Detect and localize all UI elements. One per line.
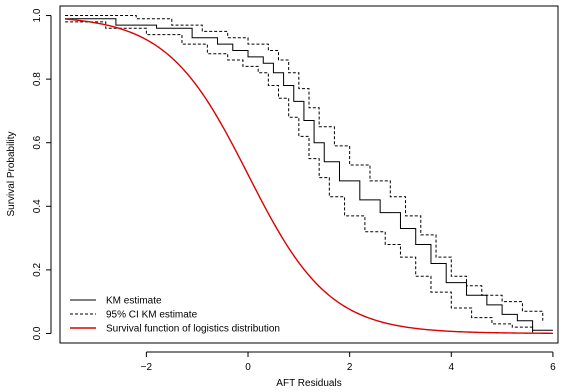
x-axis-title: AFT Residuals: [276, 378, 341, 389]
ci-band-line-2: [65, 21, 534, 334]
x-tick-label: 0: [245, 362, 251, 373]
plot-frame: [59, 5, 559, 344]
legend-label: Survival function of logistics distribut…: [106, 324, 280, 335]
y-axis-ticks: 0.0 0.2 0.4 0.6 0.8 1.0: [32, 8, 51, 340]
x-axis-ticks: −2 0 2 4 6: [141, 352, 556, 373]
x-tick-label: 6: [550, 362, 556, 373]
y-tick-label: 1.0: [32, 8, 43, 22]
ci-band-line-1: [65, 15, 544, 321]
x-tick-label: 4: [449, 362, 455, 373]
y-tick-label: 0.6: [32, 135, 43, 149]
legend-label: 95% CI KM estimate: [106, 310, 198, 321]
legend: KM estimate 95% CI KM estimate Survival fu…: [70, 296, 280, 335]
y-tick-label: 0.0: [32, 326, 43, 340]
y-tick-label: 0.2: [32, 262, 43, 276]
y-tick-label: 0.4: [32, 199, 43, 213]
y-tick-label: 0.8: [32, 72, 43, 86]
x-tick-label: 2: [347, 362, 353, 373]
logistic-survival-curve: [65, 18, 553, 334]
legend-label: KM estimate: [106, 296, 162, 307]
x-tick-label: −2: [141, 362, 153, 373]
km-estimate-line: [65, 18, 553, 331]
series-layer: [65, 15, 553, 334]
y-axis-title: Survival Probability: [6, 131, 17, 216]
